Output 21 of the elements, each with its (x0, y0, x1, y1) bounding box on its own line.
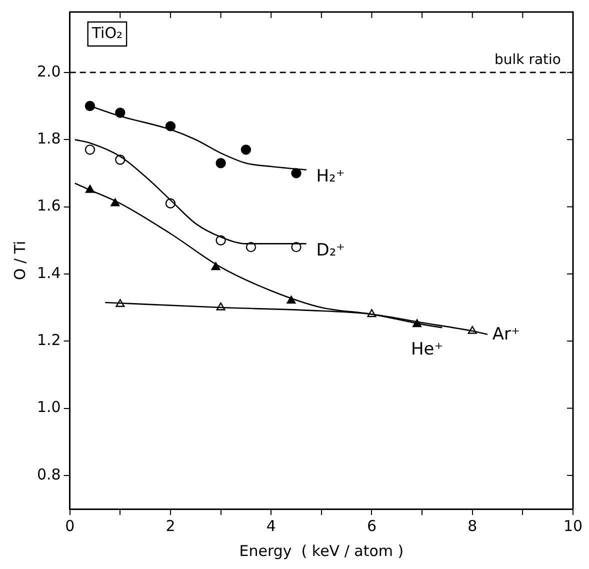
x-axis-title: Energy ( keV / atom ) (239, 542, 404, 560)
x-tick-label: 8 (468, 516, 478, 535)
y-tick-label: 1.0 (36, 398, 61, 416)
y-tick-label: 1.8 (36, 130, 61, 148)
y-axis-title: O / Ti (10, 240, 29, 280)
y-tick-label: 2.0 (36, 62, 61, 80)
x-tick-label: 2 (166, 516, 176, 535)
x-tick-label: 0 (65, 516, 75, 535)
annotation: TiO₂ (90, 24, 123, 42)
series-label: He⁺ (411, 340, 444, 360)
series-label: H₂⁺ (316, 166, 345, 187)
y-tick-label: 1.6 (36, 196, 61, 215)
x-tick-label: 6 (366, 516, 377, 535)
series-label: Ar⁺ (492, 324, 520, 344)
x-tick-label: 4 (266, 516, 276, 535)
y-tick-label: 1.4 (36, 264, 61, 282)
y-tick-label: 1.2 (36, 330, 61, 349)
ref-line-label: bulk ratio (494, 52, 561, 68)
y-tick-label: 0.8 (36, 465, 61, 484)
x-tick-label: 10 (563, 516, 583, 535)
series-label: D₂⁺ (316, 240, 346, 260)
